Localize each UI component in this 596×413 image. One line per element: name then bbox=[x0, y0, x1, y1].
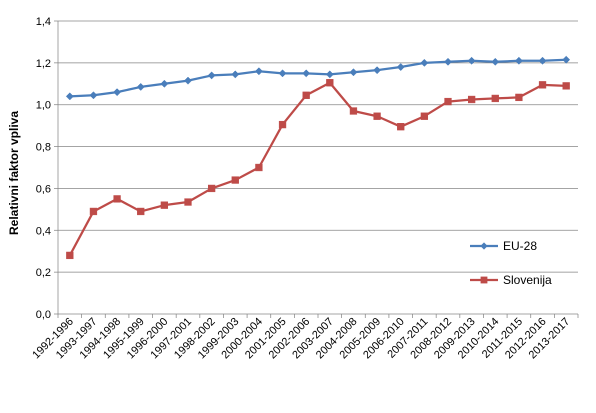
data-point bbox=[444, 97, 452, 106]
data-series bbox=[65, 55, 571, 260]
y-tick-label: 1,0 bbox=[36, 100, 51, 112]
axes bbox=[54, 20, 579, 318]
data-point bbox=[302, 91, 310, 99]
data-point bbox=[231, 176, 239, 184]
data-point bbox=[397, 123, 405, 131]
data-point bbox=[302, 69, 311, 78]
series-line bbox=[68, 81, 567, 256]
data-point bbox=[254, 67, 263, 76]
legend-marker bbox=[480, 276, 488, 284]
data-point bbox=[373, 112, 381, 120]
data-point bbox=[444, 57, 452, 66]
data-point bbox=[136, 82, 145, 91]
data-point bbox=[467, 56, 476, 65]
legend-label: Slovenija bbox=[503, 273, 552, 287]
y-tick-label: 1,4 bbox=[36, 16, 51, 28]
data-point bbox=[562, 55, 571, 64]
y-tick-label: 0,8 bbox=[36, 142, 51, 154]
data-point bbox=[538, 56, 547, 65]
legend-item: Slovenija bbox=[470, 273, 552, 287]
data-point bbox=[467, 95, 476, 104]
data-point bbox=[349, 68, 358, 77]
data-point bbox=[184, 198, 192, 206]
data-point bbox=[113, 88, 122, 97]
y-tick-label: 0,6 bbox=[36, 183, 51, 195]
y-axis-tick-labels: 0,0 0,2 0,4 0,6 0,8 1,0 1,2 1,4 bbox=[36, 16, 51, 321]
data-point bbox=[349, 107, 358, 115]
data-point bbox=[160, 79, 169, 88]
data-point bbox=[373, 66, 382, 75]
data-point bbox=[113, 195, 121, 203]
legend-item: EU-28 bbox=[470, 239, 537, 253]
data-point bbox=[231, 70, 240, 79]
y-tick-label: 1,2 bbox=[36, 58, 51, 70]
data-point bbox=[137, 207, 145, 216]
x-axis-tick-labels: 1992-19961993-19971994-19981995-19991996… bbox=[30, 316, 572, 362]
series-line bbox=[69, 58, 567, 98]
data-point bbox=[65, 92, 74, 101]
legend-label: EU-28 bbox=[503, 239, 537, 253]
data-point bbox=[66, 251, 74, 260]
data-point bbox=[538, 81, 547, 89]
data-point bbox=[514, 56, 523, 65]
data-point bbox=[278, 69, 287, 78]
data-point bbox=[396, 63, 405, 71]
y-tick-label: 0,4 bbox=[36, 225, 51, 237]
data-point bbox=[420, 112, 429, 120]
data-point bbox=[515, 93, 523, 102]
legend-marker bbox=[480, 242, 488, 250]
data-point bbox=[325, 70, 334, 79]
series-eu-28 bbox=[65, 55, 571, 101]
series-slovenija bbox=[66, 79, 570, 260]
data-point bbox=[562, 82, 570, 90]
data-point bbox=[491, 57, 500, 66]
data-point bbox=[184, 76, 192, 85]
y-axis-label: Relativni faktor vpliva bbox=[7, 111, 21, 235]
data-point bbox=[326, 79, 334, 87]
data-point bbox=[420, 58, 429, 67]
y-tick-label: 0,2 bbox=[36, 267, 51, 279]
data-point bbox=[207, 184, 216, 193]
data-point bbox=[160, 201, 169, 209]
gridlines bbox=[58, 20, 578, 273]
data-point bbox=[491, 94, 499, 103]
y-tick-label: 0,0 bbox=[36, 309, 51, 321]
data-point bbox=[207, 71, 216, 80]
data-point bbox=[89, 207, 98, 216]
data-point bbox=[278, 120, 287, 129]
legend: EU-28 Slovenija bbox=[470, 239, 552, 287]
data-point bbox=[255, 163, 263, 172]
data-point bbox=[89, 91, 98, 100]
